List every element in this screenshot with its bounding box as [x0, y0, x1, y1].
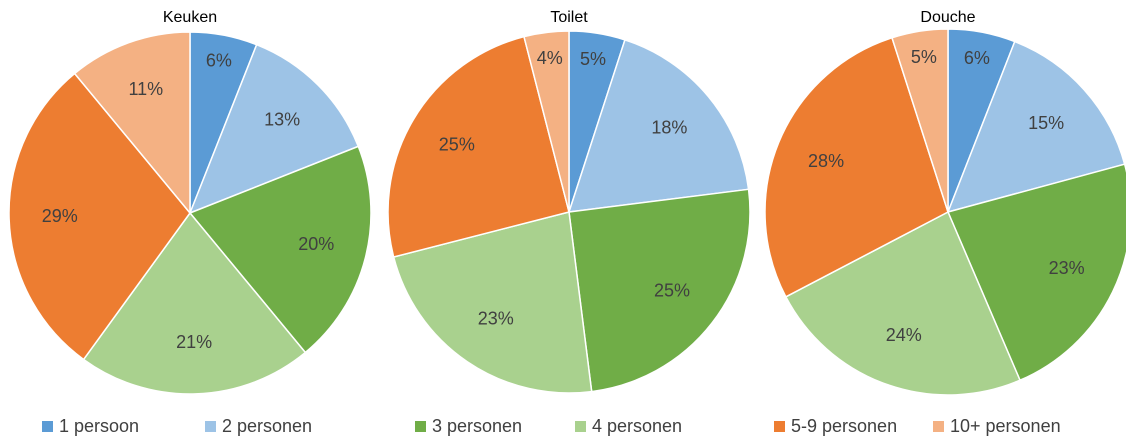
- data-label: 28%: [808, 151, 844, 171]
- chart-title: Douche: [920, 9, 975, 26]
- data-label: 25%: [654, 281, 690, 301]
- pie-slice: [392, 211, 593, 394]
- pie-slice: [82, 211, 307, 395]
- data-label: 6%: [206, 51, 232, 71]
- legend-label: 10+ personen: [950, 416, 1061, 436]
- data-label: 18%: [651, 118, 687, 138]
- pie-slice: [567, 38, 750, 213]
- chart-title: Toilet: [550, 9, 588, 26]
- legend-label: 1 persoon: [59, 416, 139, 436]
- data-label: 25%: [439, 134, 475, 154]
- data-label: 5%: [580, 49, 606, 69]
- data-label: 5%: [911, 47, 937, 67]
- pie-slice: [568, 188, 751, 393]
- legend-swatch: [774, 421, 785, 432]
- pie-slice: [73, 31, 191, 216]
- data-label: 15%: [1028, 113, 1064, 133]
- data-label: 6%: [964, 48, 990, 68]
- legend-swatch: [575, 421, 586, 432]
- data-label: 4%: [537, 48, 563, 68]
- legend-label: 5-9 personen: [791, 416, 897, 436]
- legend-swatch: [205, 421, 216, 432]
- pie-slice: [523, 30, 570, 213]
- pie-slice: [387, 35, 570, 258]
- legend-label: 4 personen: [592, 416, 682, 436]
- data-label: 21%: [176, 332, 212, 352]
- data-label: 11%: [129, 79, 164, 99]
- legend-label: 3 personen: [432, 416, 522, 436]
- pie-slice: [188, 145, 372, 354]
- pie-slice: [891, 28, 949, 213]
- data-label: 29%: [42, 206, 78, 226]
- chart-title: Keuken: [163, 9, 217, 26]
- data-label: 24%: [886, 325, 922, 345]
- data-label: 23%: [478, 309, 514, 329]
- pie-slice: [946, 163, 1126, 382]
- legend-swatch: [42, 421, 53, 432]
- pie-slice: [8, 72, 191, 361]
- data-label: 20%: [298, 234, 334, 254]
- pie-slice: [784, 210, 1021, 396]
- legend-swatch: [415, 421, 426, 432]
- data-label: 13%: [264, 110, 300, 130]
- data-label: 23%: [1049, 258, 1085, 278]
- pie-slice: [946, 40, 1126, 214]
- legend-label: 2 personen: [222, 416, 312, 436]
- legend-swatch: [933, 421, 944, 432]
- pie-slice: [188, 43, 360, 215]
- pie-slice: [764, 36, 949, 298]
